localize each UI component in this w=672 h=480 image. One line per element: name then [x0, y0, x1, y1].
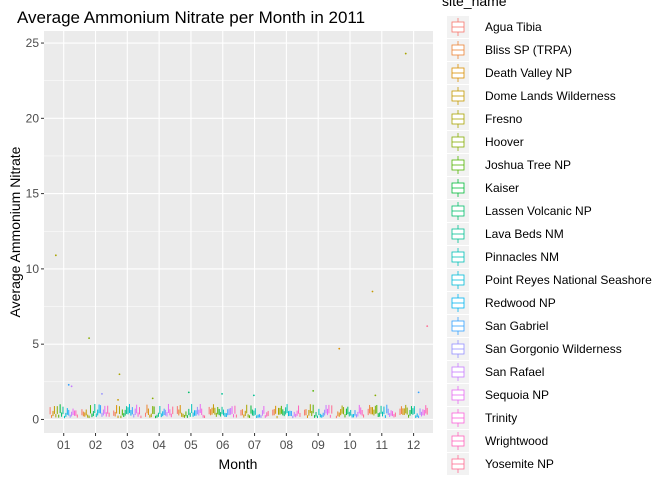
- x-tick-label: 05: [184, 438, 198, 452]
- legend-item: Hoover: [447, 131, 524, 153]
- legend-item: Joshua Tree NP: [447, 154, 571, 176]
- legend-item: Trinity: [447, 407, 517, 429]
- y-axis-title: Average Ammonium Nitrate: [7, 146, 23, 317]
- legend-item: Fresno: [447, 108, 523, 130]
- x-tick-label: 09: [311, 438, 325, 452]
- legend-label: San Rafael: [485, 365, 544, 379]
- legend-label: Death Valley NP: [485, 66, 572, 80]
- legend-item: Lassen Volcanic NP: [447, 200, 592, 222]
- outlier-point: [117, 398, 119, 401]
- boxplots: [49, 403, 428, 419]
- outlier-point: [54, 254, 57, 257]
- legend-item: Redwood NP: [447, 292, 556, 314]
- legend-label: Pinnacles NM: [485, 250, 559, 264]
- outlier-points: [54, 52, 429, 401]
- legend-item: Death Valley NP: [447, 62, 572, 84]
- legend-label: Lassen Volcanic NP: [485, 204, 592, 218]
- legend-item: Kaiser: [447, 177, 519, 199]
- outlier-point: [88, 337, 90, 340]
- outlier-point: [67, 383, 70, 386]
- y-tick-label: 10: [26, 262, 40, 276]
- x-tick-label: 04: [152, 438, 166, 452]
- y-tick-label: 15: [26, 187, 40, 201]
- x-tick-label: 11: [376, 438, 389, 452]
- legend-label: Kaiser: [485, 181, 519, 195]
- legend-item: Dome Lands Wilderness: [447, 85, 616, 107]
- y-axis-ticks: 0 5 10 15 20 25: [26, 36, 44, 426]
- x-tick-label: 01: [57, 438, 71, 452]
- legend-label: Lava Beds NM: [485, 227, 564, 241]
- outlier-point: [404, 52, 407, 55]
- legend-item: Point Reyes National Seashore: [447, 269, 652, 291]
- gridlines: [44, 31, 433, 433]
- outlier-point: [371, 290, 374, 293]
- outlier-point: [101, 392, 103, 395]
- x-tick-label: 02: [89, 438, 103, 452]
- chart-title: Average Ammonium Nitrate per Month in 20…: [17, 8, 365, 27]
- outlier-point: [417, 391, 420, 394]
- y-tick-label: 0: [32, 412, 39, 426]
- legend-item: San Gorgonio Wilderness: [447, 338, 622, 360]
- x-tick-label: 08: [280, 438, 294, 452]
- outlier-point: [221, 392, 223, 395]
- legend-label: Dome Lands Wilderness: [485, 89, 616, 103]
- y-tick-label: 20: [26, 111, 40, 125]
- x-axis-ticks: 01 02 03 04 05 06 07 08 09 10 11 12: [57, 433, 421, 452]
- x-tick-label: 07: [248, 438, 262, 452]
- legend-item: Wrightwood: [447, 430, 548, 452]
- x-tick-label: 12: [407, 438, 421, 452]
- legend-item: Agua Tibia: [447, 16, 542, 38]
- legend-label: San Gorgonio Wilderness: [485, 342, 622, 356]
- legend-title: site_name: [442, 0, 507, 9]
- legend-item: Yosemite NP: [447, 453, 554, 475]
- x-tick-label: 03: [121, 438, 135, 452]
- legend-label: Redwood NP: [485, 296, 556, 310]
- legend-label: Bliss SP (TRPA): [485, 43, 572, 57]
- outlier-point: [151, 397, 154, 400]
- outlier-point: [118, 373, 121, 376]
- outlier-point: [374, 394, 377, 397]
- legend-item: Lava Beds NM: [447, 223, 564, 245]
- plot-panel: [44, 31, 433, 433]
- legend-label: Yosemite NP: [485, 457, 554, 471]
- x-axis-title: Month: [219, 456, 258, 472]
- x-tick-label: 10: [343, 438, 357, 452]
- legend-label: Joshua Tree NP: [485, 158, 571, 172]
- legend-label: Agua Tibia: [485, 20, 542, 34]
- outlier-point: [252, 394, 255, 397]
- legend-label: Sequoia NP: [485, 388, 549, 402]
- outlier-point: [426, 325, 429, 328]
- outlier-point: [70, 385, 73, 388]
- legend-item: Pinnacles NM: [447, 246, 559, 268]
- legend: site_name Agua Tibia Bliss SP (TRPA) Death…: [442, 0, 652, 475]
- legend-label: Trinity: [485, 411, 517, 425]
- outlier-point: [312, 389, 315, 392]
- y-tick-label: 25: [26, 36, 40, 50]
- legend-item: Bliss SP (TRPA): [447, 39, 572, 61]
- legend-item: San Gabriel: [447, 315, 548, 337]
- legend-item: San Rafael: [447, 361, 544, 383]
- legend-label: Wrightwood: [485, 434, 548, 448]
- x-tick-label: 06: [216, 438, 230, 452]
- outlier-point: [187, 391, 190, 394]
- legend-label: Point Reyes National Seashore: [485, 273, 652, 287]
- legend-label: San Gabriel: [485, 319, 548, 333]
- outlier-point: [338, 347, 341, 350]
- y-tick-label: 5: [32, 337, 39, 351]
- legend-item: Sequoia NP: [447, 384, 549, 406]
- legend-label: Fresno: [485, 112, 523, 126]
- legend-label: Hoover: [485, 135, 524, 149]
